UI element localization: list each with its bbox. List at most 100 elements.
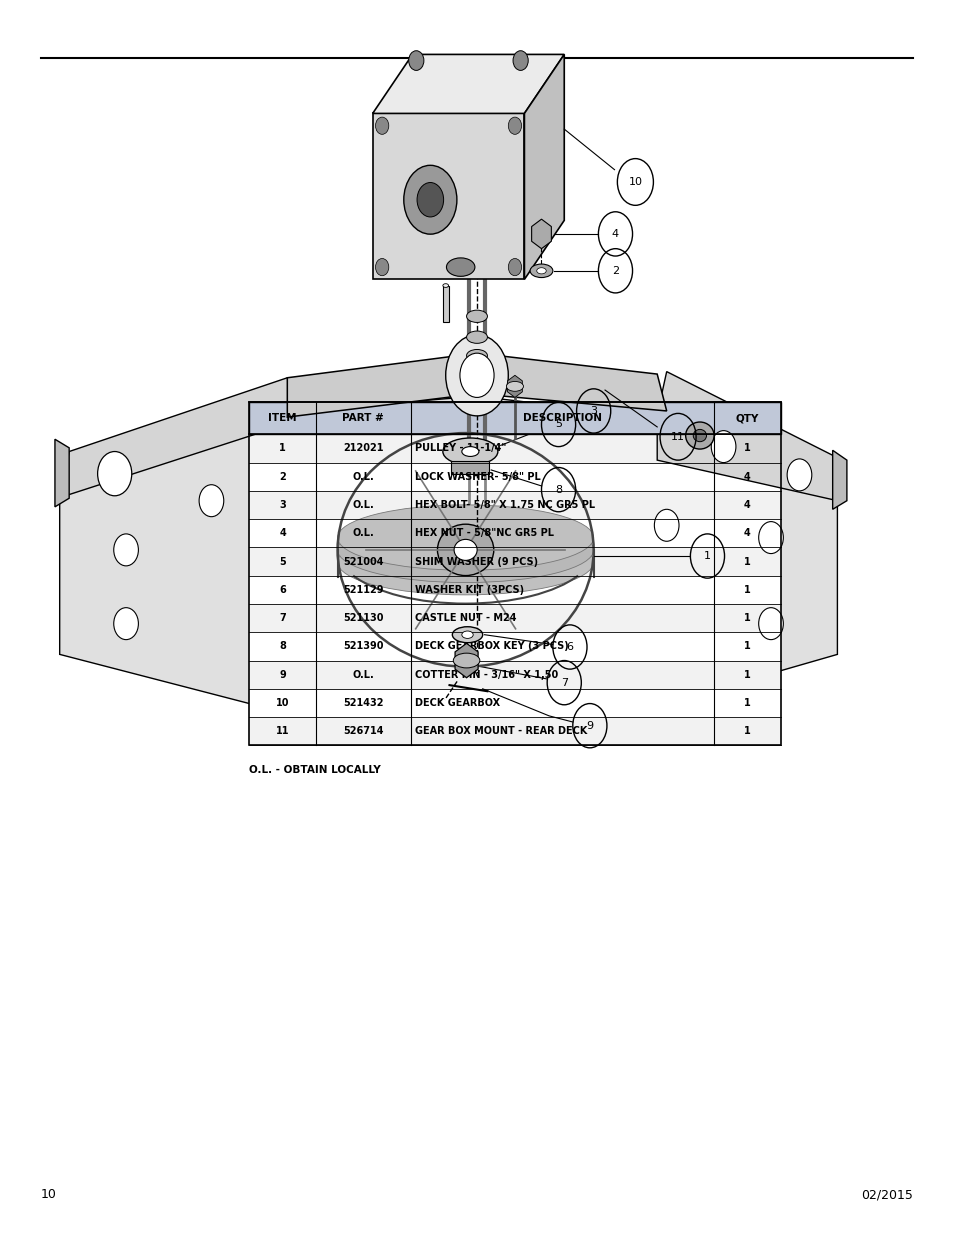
Ellipse shape <box>466 331 487 343</box>
Ellipse shape <box>466 310 487 322</box>
Text: 1: 1 <box>743 613 750 624</box>
Text: DECK GEARBOX KEY (3 PCS): DECK GEARBOX KEY (3 PCS) <box>415 641 569 651</box>
Text: 4: 4 <box>743 500 750 510</box>
Polygon shape <box>657 372 837 500</box>
Polygon shape <box>524 54 563 279</box>
Circle shape <box>408 51 423 70</box>
Polygon shape <box>442 285 448 322</box>
Ellipse shape <box>461 631 473 638</box>
Text: 3: 3 <box>590 406 597 416</box>
Circle shape <box>508 258 521 275</box>
Ellipse shape <box>337 530 593 595</box>
Text: 9: 9 <box>586 721 593 731</box>
FancyBboxPatch shape <box>249 661 780 689</box>
Circle shape <box>654 509 679 541</box>
Text: 6: 6 <box>566 642 573 652</box>
Text: QTY: QTY <box>735 414 759 424</box>
FancyBboxPatch shape <box>249 632 780 661</box>
Text: 8: 8 <box>279 641 286 651</box>
Text: 212021: 212021 <box>342 443 383 453</box>
Ellipse shape <box>693 430 706 442</box>
Text: 11: 11 <box>275 726 289 736</box>
Text: 526714: 526714 <box>342 726 383 736</box>
FancyBboxPatch shape <box>249 463 780 490</box>
Text: 1: 1 <box>743 641 750 651</box>
Ellipse shape <box>454 540 476 561</box>
Text: 1: 1 <box>743 726 750 736</box>
Text: 10: 10 <box>41 1188 56 1202</box>
Text: 521004: 521004 <box>342 557 383 567</box>
Text: O.L.: O.L. <box>352 529 374 538</box>
Circle shape <box>508 117 521 135</box>
Circle shape <box>445 335 508 416</box>
Text: COTTER PIN - 3/16" X 1,50: COTTER PIN - 3/16" X 1,50 <box>415 669 558 679</box>
FancyBboxPatch shape <box>249 490 780 519</box>
FancyBboxPatch shape <box>249 718 780 746</box>
Text: 521390: 521390 <box>342 641 383 651</box>
Text: PULLEY - 11-1/4": PULLEY - 11-1/4" <box>415 443 506 453</box>
Circle shape <box>375 117 389 135</box>
Ellipse shape <box>453 653 479 668</box>
Ellipse shape <box>685 422 714 450</box>
FancyBboxPatch shape <box>249 547 780 576</box>
Text: 5: 5 <box>279 557 286 567</box>
FancyBboxPatch shape <box>373 114 524 279</box>
Text: 1: 1 <box>743 698 750 708</box>
Text: 4: 4 <box>279 529 286 538</box>
Text: 8: 8 <box>555 484 561 495</box>
Ellipse shape <box>337 517 593 583</box>
Text: O.L.: O.L. <box>352 669 374 679</box>
Text: WASHER KIT (3PCS): WASHER KIT (3PCS) <box>415 585 524 595</box>
Text: O.L.: O.L. <box>352 500 374 510</box>
Ellipse shape <box>437 524 494 576</box>
FancyBboxPatch shape <box>249 604 780 632</box>
Text: PART #: PART # <box>342 414 384 424</box>
Text: ITEM: ITEM <box>268 414 296 424</box>
Ellipse shape <box>537 268 546 274</box>
Text: DECK GEARBOX: DECK GEARBOX <box>415 698 500 708</box>
Circle shape <box>416 183 443 217</box>
Text: 1: 1 <box>743 557 750 567</box>
Text: 1: 1 <box>743 585 750 595</box>
Text: 4: 4 <box>611 228 618 238</box>
Text: 10: 10 <box>628 177 641 186</box>
Circle shape <box>758 608 782 640</box>
Polygon shape <box>373 54 563 114</box>
Text: 521130: 521130 <box>342 613 383 624</box>
Text: GEAR BOX MOUNT - REAR DECK: GEAR BOX MOUNT - REAR DECK <box>415 726 587 736</box>
Text: 5: 5 <box>555 420 561 430</box>
Polygon shape <box>60 396 837 704</box>
Text: 3: 3 <box>279 500 286 510</box>
Circle shape <box>513 51 528 70</box>
Text: 4: 4 <box>743 472 750 482</box>
FancyBboxPatch shape <box>249 435 780 463</box>
Ellipse shape <box>337 505 593 571</box>
Text: SHIM WASHER (9 PCS): SHIM WASHER (9 PCS) <box>415 557 537 567</box>
Text: 2: 2 <box>611 266 618 275</box>
FancyBboxPatch shape <box>249 403 780 435</box>
FancyBboxPatch shape <box>249 576 780 604</box>
FancyBboxPatch shape <box>249 689 780 718</box>
Text: 02/2015: 02/2015 <box>861 1188 912 1202</box>
Circle shape <box>199 484 224 516</box>
Circle shape <box>113 608 138 640</box>
Ellipse shape <box>446 258 475 277</box>
Polygon shape <box>60 378 296 500</box>
Ellipse shape <box>506 382 523 391</box>
Circle shape <box>113 534 138 566</box>
Ellipse shape <box>442 438 497 466</box>
Text: 521432: 521432 <box>342 698 383 708</box>
Text: 6: 6 <box>279 585 286 595</box>
Text: O.L.: O.L. <box>352 472 374 482</box>
Text: CASTLE NUT - M24: CASTLE NUT - M24 <box>415 613 517 624</box>
Ellipse shape <box>442 284 448 288</box>
Circle shape <box>97 452 132 495</box>
FancyBboxPatch shape <box>451 462 489 474</box>
Polygon shape <box>55 440 70 506</box>
Text: 7: 7 <box>560 678 567 688</box>
Text: O.L. - OBTAIN LOCALLY: O.L. - OBTAIN LOCALLY <box>249 764 381 776</box>
Ellipse shape <box>466 350 487 362</box>
Text: 7: 7 <box>279 613 286 624</box>
FancyBboxPatch shape <box>249 519 780 547</box>
Circle shape <box>403 165 456 235</box>
